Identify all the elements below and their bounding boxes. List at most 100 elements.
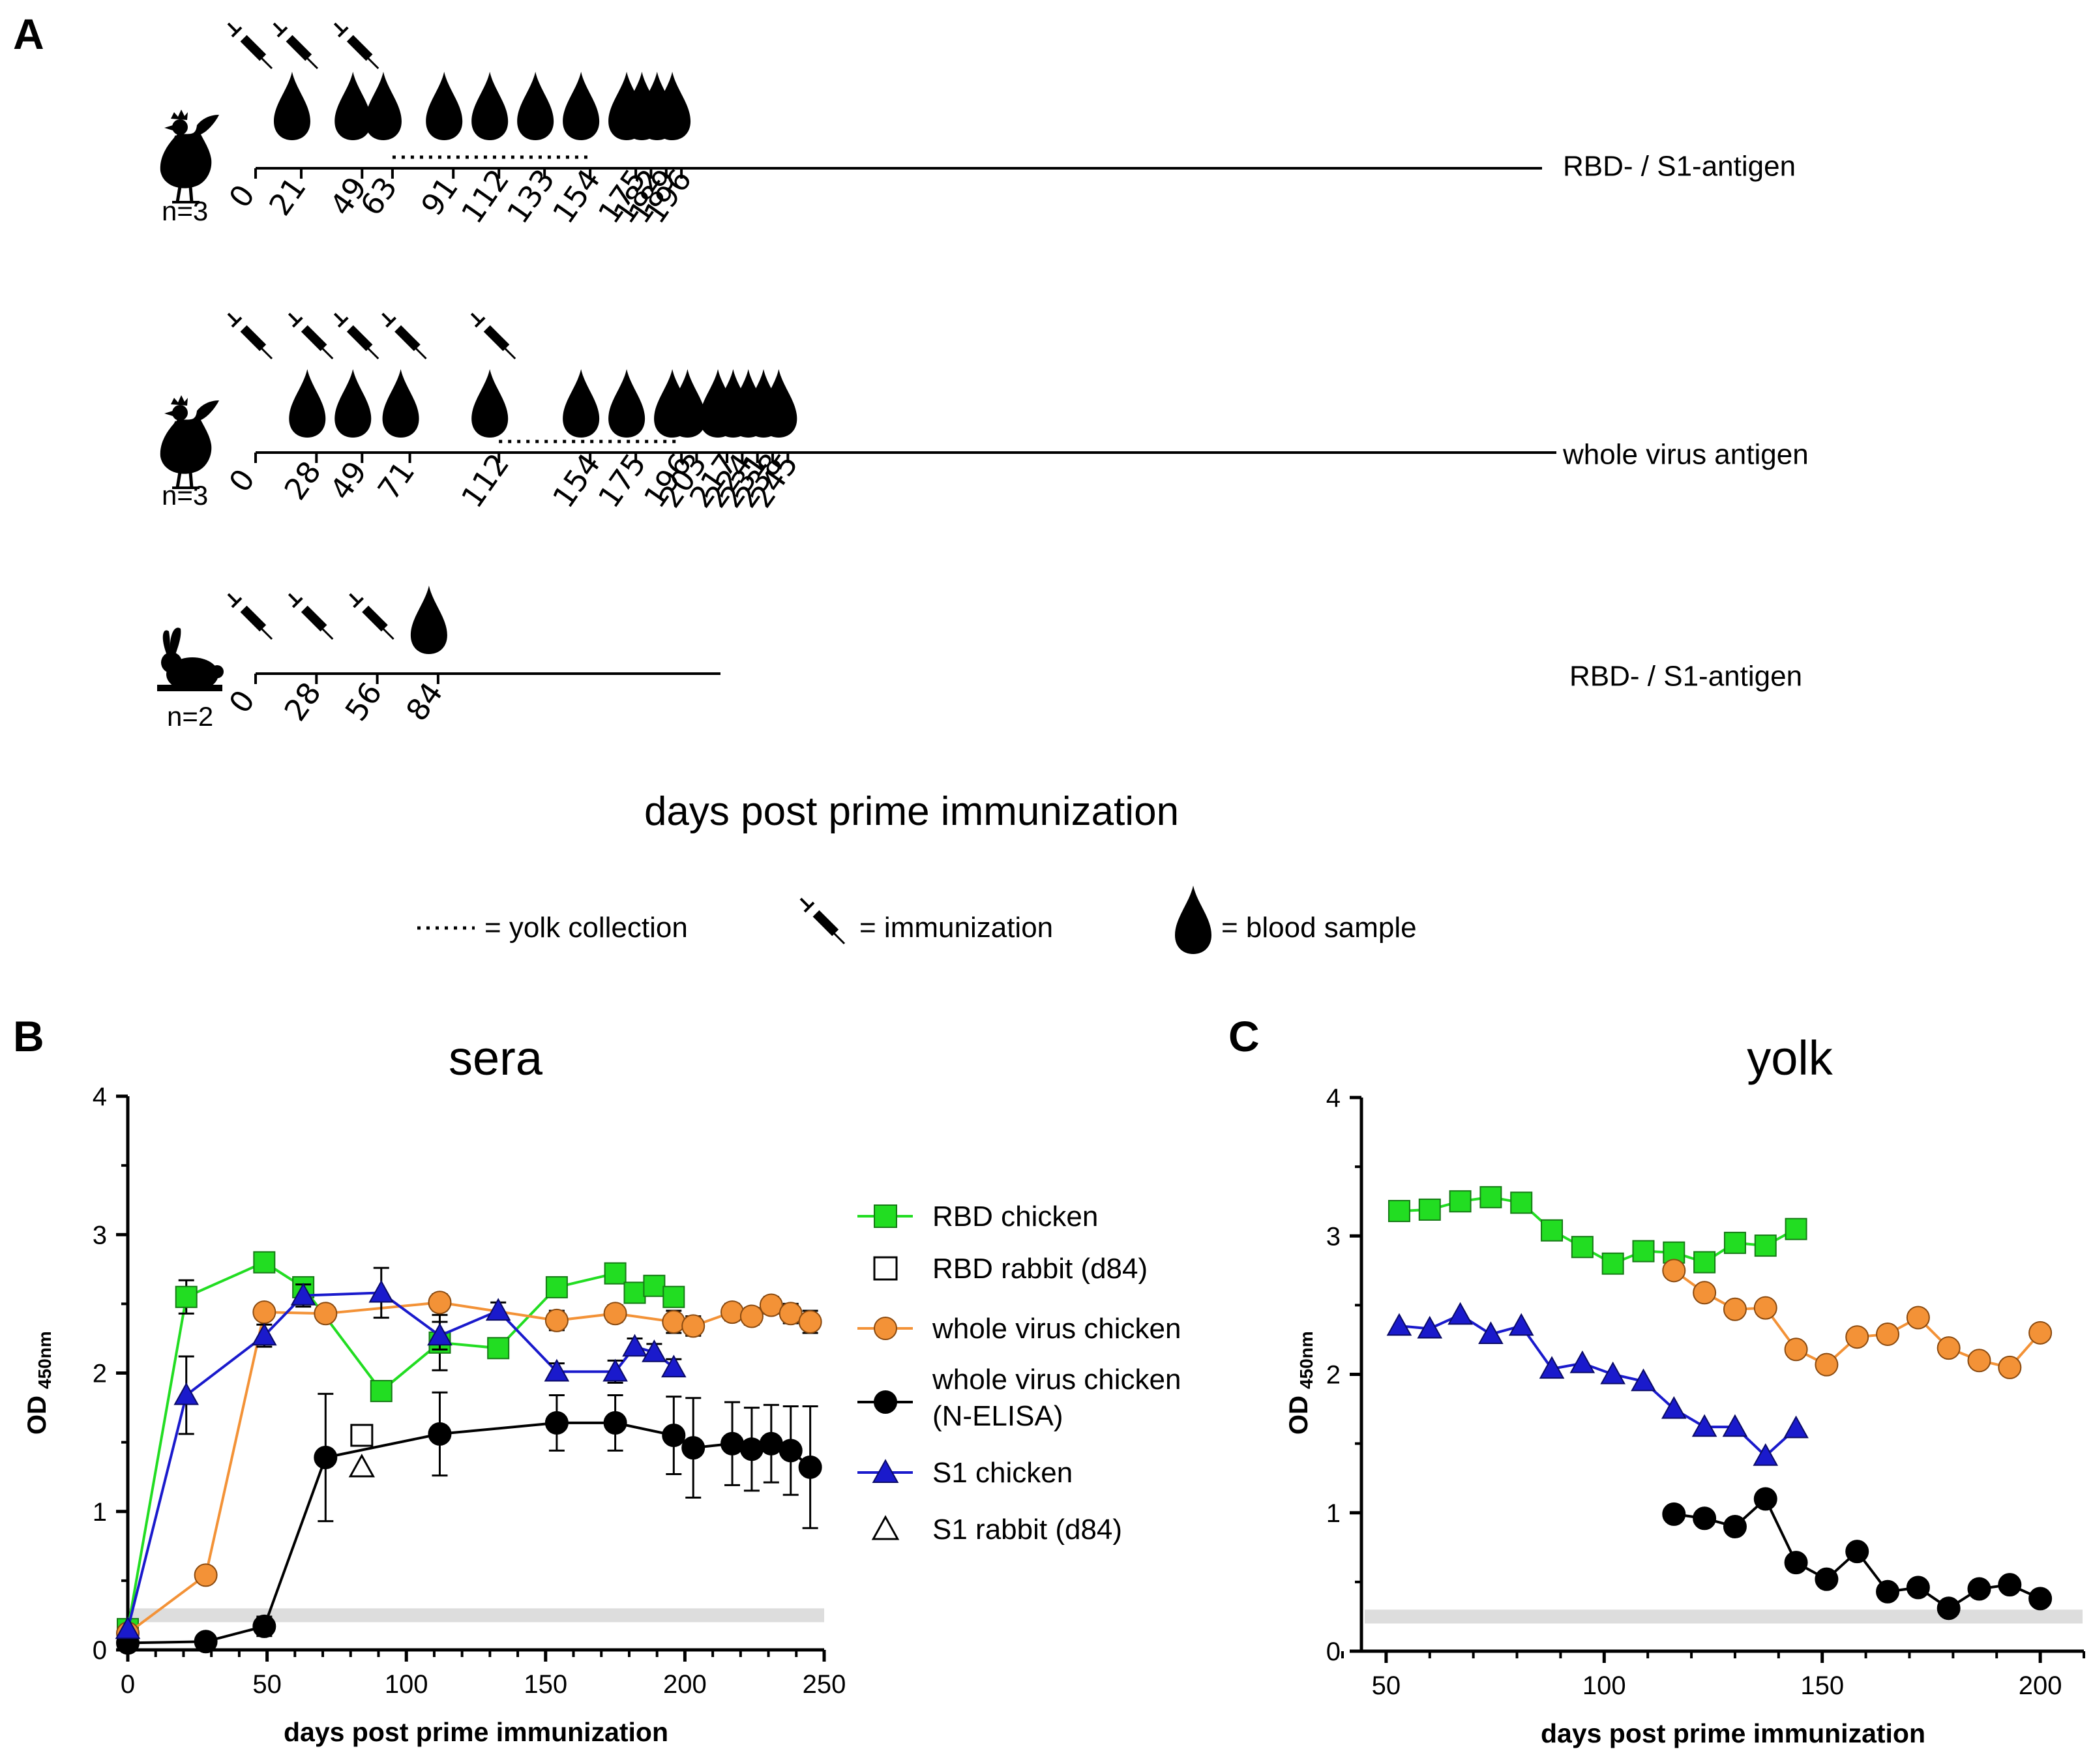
blood-drop-icon [471,72,509,140]
syringe-icon [470,312,517,360]
data-point [1693,1251,1716,1274]
legend-immunization-label: = immunization [859,912,1053,944]
x-axis-label: days post prime immunization [1541,1718,1925,1748]
data-point [1967,1349,1991,1373]
data-point [428,1422,452,1446]
blood-drop-icon [364,72,402,140]
data-point [1447,1302,1473,1325]
x-tick-label: 200 [663,1670,707,1699]
panel-letter: B [13,1012,44,1060]
data-point [1693,1281,1717,1305]
data-point [175,1285,198,1308]
timeline-tick-label: 28 [277,455,328,506]
data-point [661,1354,687,1378]
chart-sera: 0 1 2 3 4 0 50 100 150 200 250 sera days post prime … [13,1012,846,1747]
blood-drop-icon [517,72,554,140]
data-point [1541,1219,1564,1242]
data-point [1784,1338,1808,1362]
timeline-tick-label: 56 [338,676,389,727]
timeline-tick-label: 112 [454,162,516,230]
legend-label: whole virus chicken [932,1364,1181,1396]
data-point [1508,1313,1534,1336]
data-point [1723,1231,1746,1254]
syringe-icon [227,312,273,360]
data-point [759,1293,783,1317]
x-tick-label: 200 [2019,1671,2062,1700]
chart-title: yolk [1747,1031,1833,1085]
data-point [874,1390,897,1414]
data-point [1571,1236,1594,1259]
data-point [1815,1567,1839,1591]
panel-a-x-title: days post prime immunization [644,789,1179,834]
timeline-tick-label: 133 [500,162,562,230]
data-point [681,1314,705,1338]
data-point [871,1515,900,1540]
data-point [194,1563,218,1587]
blood-drop-icon [563,72,600,140]
data-point [873,1256,898,1281]
legend-item-rbd_rabbit: RBD rabbit (d84) [873,1253,1148,1285]
data-point [290,1282,316,1306]
data-point [1693,1506,1717,1531]
series-wv_nelisa [116,1391,822,1655]
data-point [545,1276,568,1298]
data-point [643,1274,666,1297]
data-point [779,1439,803,1463]
timeline-tick-label: 154 [546,447,608,514]
sample-size-label: n=3 [162,480,208,511]
data-point [314,1445,338,1469]
x-tick-label: 50 [1372,1671,1401,1700]
blood-drop-icon [563,369,600,438]
data-point [1785,1218,1807,1240]
data-point [1998,1355,2022,1379]
data-point [1661,1396,1687,1419]
series-wv_chicken [1662,1259,2053,1379]
data-point [1631,1368,1656,1392]
data-point [798,1309,822,1334]
data-point [642,1339,667,1362]
data-point [1478,1321,1504,1345]
data-point [1569,1350,1596,1373]
y-axis-label-sub: 450nm [35,1331,55,1389]
legend-item-s1_chicken: S1 chicken [857,1457,1073,1489]
legend-blood-label: = blood sample [1221,912,1417,944]
chart-yolk: 0 1 2 3 4 50 100 150 200 yolk days post prime immu… [1228,1012,2085,1748]
blood-drop-icon [334,72,372,140]
data-point [173,1382,200,1405]
data-point [779,1302,803,1326]
legend-sera: RBD chicken RBD rabbit (d84) whole virus c… [857,1201,1181,1546]
data-point [1662,1259,1686,1283]
data-point [544,1358,570,1382]
data-point [1937,1596,1961,1621]
series-wv_nelisa [1662,1487,2053,1621]
data-point [1754,1234,1777,1257]
data-point [1449,1190,1472,1213]
legend-item-s1_rabbit: S1 rabbit (d84) [871,1514,1122,1546]
data-point [1691,1414,1717,1437]
data-point [720,1431,745,1456]
data-point [314,1302,338,1326]
timeline-tick-label: 49 [323,455,374,506]
blood-drop-icon [471,369,509,438]
data-point [1937,1336,1961,1360]
data-point [662,1285,685,1308]
legend-blood-drop-icon [1175,886,1211,954]
y-tick-label: 4 [93,1083,107,1111]
chicken-icon [160,395,219,488]
antigen-label: RBD- / S1-antigen [1563,151,1796,183]
data-point [602,1358,628,1382]
data-point [427,1323,453,1346]
blood-drop-icon [608,369,646,438]
data-point [1876,1579,1900,1604]
timeline-tick-label: 71 [371,455,422,506]
antigen-label: whole virus antigen [1562,439,1809,471]
blood-drop-icon [410,586,447,654]
data-point [1753,1443,1779,1466]
x-axis-label: days post prime immunization [284,1717,668,1747]
data-point [487,1337,510,1360]
syringe-icon [381,312,428,360]
data-point [720,1300,745,1324]
data-point [428,1291,452,1315]
